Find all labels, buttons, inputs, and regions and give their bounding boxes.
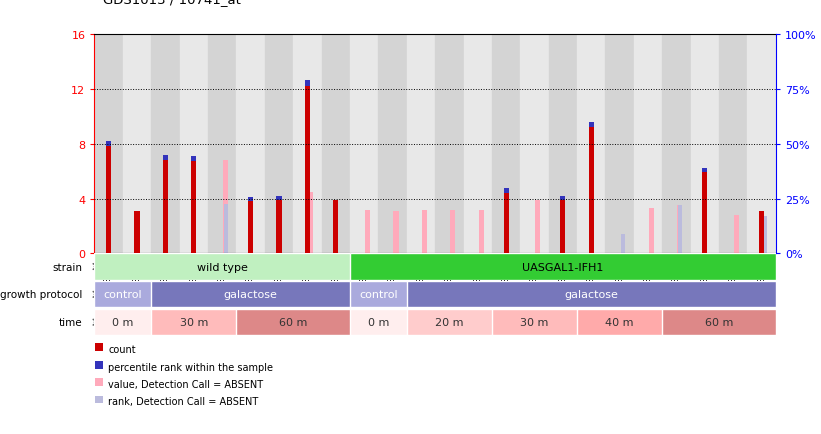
Bar: [422, 210, 427, 254]
Text: galactose: galactose: [223, 290, 277, 299]
Text: 20 m: 20 m: [435, 318, 464, 327]
Bar: [308, 192, 314, 254]
Bar: [719, 35, 747, 254]
Text: percentile rank within the sample: percentile rank within the sample: [108, 362, 273, 372]
Bar: [663, 35, 690, 254]
Bar: [621, 235, 625, 254]
Bar: [123, 35, 151, 254]
Bar: [535, 201, 540, 254]
Text: GDS1013 / 10741_at: GDS1013 / 10741_at: [103, 0, 241, 7]
Bar: [492, 35, 521, 254]
Text: value, Detection Call = ABSENT: value, Detection Call = ABSENT: [108, 379, 264, 389]
Bar: [561, 196, 566, 201]
Bar: [677, 206, 682, 254]
Bar: [690, 35, 719, 254]
Bar: [734, 216, 739, 254]
Bar: [248, 202, 253, 254]
Bar: [561, 201, 566, 254]
Bar: [503, 194, 509, 254]
Bar: [435, 35, 464, 254]
Bar: [106, 141, 111, 147]
Text: time: time: [58, 318, 82, 327]
Text: 60 m: 60 m: [279, 318, 307, 327]
Bar: [163, 161, 168, 254]
Text: growth protocol: growth protocol: [0, 290, 82, 299]
Bar: [606, 35, 634, 254]
Text: control: control: [359, 290, 397, 299]
Bar: [521, 35, 548, 254]
Bar: [277, 201, 282, 254]
Bar: [293, 35, 322, 254]
Bar: [577, 35, 606, 254]
Bar: [365, 210, 370, 254]
Bar: [95, 361, 103, 369]
Text: 30 m: 30 m: [180, 318, 208, 327]
Bar: [464, 35, 492, 254]
Bar: [759, 211, 764, 254]
Bar: [264, 35, 293, 254]
Bar: [180, 35, 208, 254]
Bar: [322, 35, 350, 254]
Bar: [106, 147, 111, 254]
Bar: [702, 173, 708, 254]
Text: 60 m: 60 m: [705, 318, 733, 327]
Text: strain: strain: [52, 262, 82, 272]
Text: 0 m: 0 m: [368, 318, 389, 327]
Text: count: count: [108, 345, 136, 354]
Bar: [95, 344, 103, 352]
Text: 30 m: 30 m: [521, 318, 548, 327]
Bar: [223, 204, 227, 254]
Text: 40 m: 40 m: [605, 318, 634, 327]
Bar: [378, 35, 406, 254]
Bar: [191, 157, 196, 162]
Bar: [479, 210, 484, 254]
Bar: [248, 198, 253, 202]
Bar: [305, 87, 310, 254]
Bar: [702, 169, 708, 173]
Bar: [649, 209, 654, 254]
Bar: [393, 211, 398, 254]
Bar: [277, 196, 282, 201]
Text: galactose: galactose: [564, 290, 618, 299]
Bar: [763, 217, 767, 254]
Bar: [450, 210, 456, 254]
Bar: [589, 122, 594, 128]
Bar: [163, 155, 168, 161]
Bar: [503, 188, 509, 194]
Bar: [305, 81, 310, 87]
Text: wild type: wild type: [197, 262, 248, 272]
Bar: [135, 211, 140, 254]
Bar: [223, 161, 228, 254]
Bar: [333, 201, 338, 254]
Text: UASGAL1-IFH1: UASGAL1-IFH1: [522, 262, 603, 272]
Bar: [191, 162, 196, 254]
Bar: [95, 396, 103, 404]
Bar: [208, 35, 236, 254]
Text: control: control: [103, 290, 142, 299]
Text: 0 m: 0 m: [112, 318, 134, 327]
Bar: [151, 35, 180, 254]
Bar: [634, 35, 663, 254]
Bar: [236, 35, 264, 254]
Bar: [406, 35, 435, 254]
Bar: [95, 378, 103, 386]
Bar: [589, 128, 594, 254]
Bar: [747, 35, 776, 254]
Text: rank, Detection Call = ABSENT: rank, Detection Call = ABSENT: [108, 397, 259, 406]
Bar: [350, 35, 378, 254]
Bar: [548, 35, 577, 254]
Bar: [94, 35, 123, 254]
Bar: [678, 206, 682, 254]
